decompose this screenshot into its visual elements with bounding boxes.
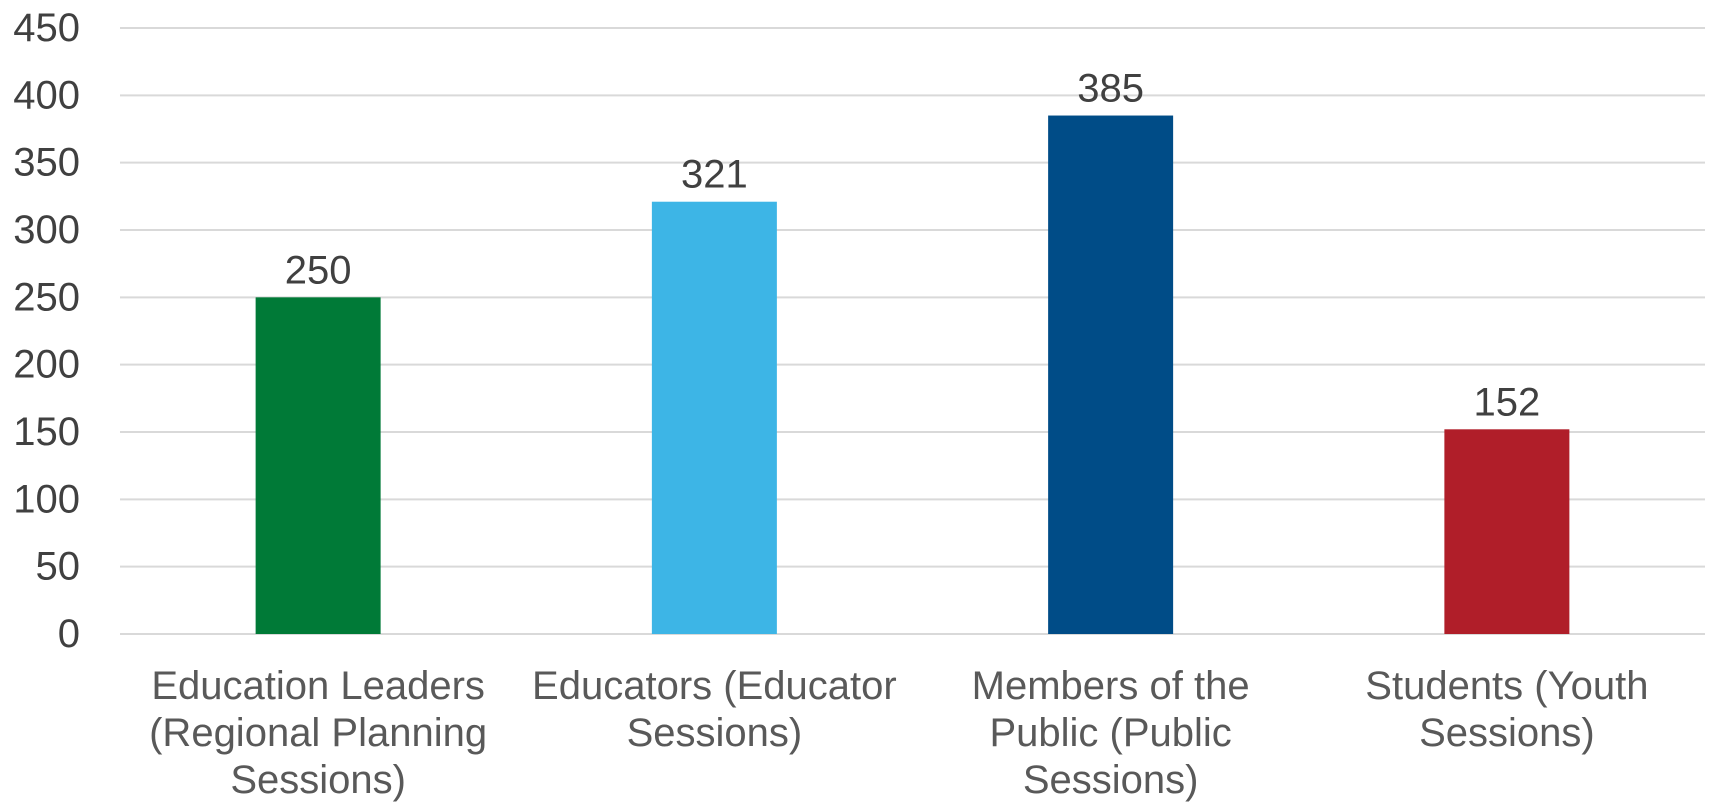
y-tick-label: 350 — [13, 141, 80, 185]
data-label: 321 — [681, 153, 748, 197]
category-label: Sessions) — [627, 711, 803, 755]
y-tick-label: 250 — [13, 275, 80, 319]
category-label: Educators (Educator — [532, 664, 897, 708]
category-label: Education Leaders — [151, 664, 485, 708]
y-tick-label: 150 — [13, 410, 80, 454]
data-labels: 250 321 385 152 — [285, 67, 1541, 425]
y-tick-label: 200 — [13, 343, 80, 387]
y-tick-label: 300 — [13, 208, 80, 252]
category-label: Sessions) — [1023, 758, 1199, 802]
y-tick-label: 450 — [13, 6, 80, 50]
gridlines — [120, 27, 1705, 635]
category-label: Students (Youth — [1365, 664, 1648, 708]
x-axis-category-labels: Education Leaders(Regional PlanningSessi… — [149, 664, 1648, 802]
y-tick-label: 50 — [36, 545, 81, 589]
bar — [1444, 429, 1570, 634]
data-label: 385 — [1077, 67, 1144, 111]
bars — [255, 115, 1570, 635]
category-label: Members of the — [972, 664, 1250, 708]
y-axis-tick-labels: 0 50 100 150 200 250 300 350 400 450 — [13, 6, 80, 656]
category-label: (Regional Planning — [149, 711, 487, 755]
bar — [1048, 115, 1174, 635]
category-label: Sessions) — [230, 758, 406, 802]
bar — [651, 201, 777, 634]
bar — [255, 297, 381, 634]
y-tick-label: 100 — [13, 477, 80, 521]
data-label: 250 — [285, 248, 352, 292]
data-label: 152 — [1474, 380, 1541, 424]
y-tick-label: 400 — [13, 73, 80, 117]
y-tick-label: 0 — [58, 612, 80, 656]
category-label: Sessions) — [1419, 711, 1595, 755]
category-label: Public (Public — [989, 711, 1231, 755]
